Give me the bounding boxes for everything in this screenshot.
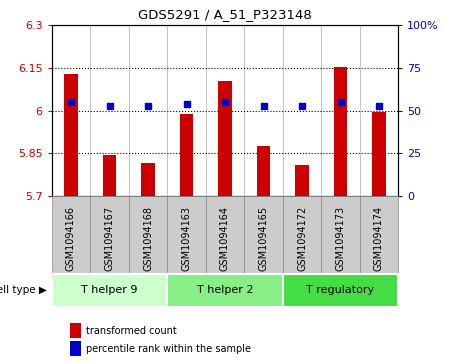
Bar — [52, 196, 90, 281]
Bar — [141, 163, 155, 196]
Title: GDS5291 / A_51_P323148: GDS5291 / A_51_P323148 — [138, 8, 312, 21]
Bar — [103, 155, 116, 196]
Text: GSM1094166: GSM1094166 — [66, 206, 76, 271]
Bar — [372, 112, 386, 196]
Bar — [283, 274, 398, 307]
Bar — [64, 74, 78, 196]
Bar — [321, 196, 360, 281]
Bar — [244, 196, 283, 281]
Bar — [129, 196, 167, 281]
Bar — [167, 274, 283, 307]
Bar — [52, 274, 167, 307]
Text: T regulatory: T regulatory — [306, 285, 374, 295]
Text: GSM1094165: GSM1094165 — [258, 206, 269, 271]
Text: GSM1094174: GSM1094174 — [374, 206, 384, 271]
Bar — [180, 114, 193, 196]
Text: GSM1094172: GSM1094172 — [297, 206, 307, 271]
Text: T helper 2: T helper 2 — [197, 285, 253, 295]
Bar — [167, 196, 206, 281]
Text: GSM1094163: GSM1094163 — [181, 206, 192, 271]
Bar — [295, 165, 309, 196]
Text: GSM1094168: GSM1094168 — [143, 206, 153, 271]
Text: T helper 9: T helper 9 — [81, 285, 138, 295]
Bar — [360, 196, 398, 281]
Text: GSM1094167: GSM1094167 — [104, 206, 114, 271]
Bar — [218, 81, 232, 196]
Text: cell type ▶: cell type ▶ — [0, 285, 47, 295]
Bar — [334, 67, 347, 196]
Text: transformed count: transformed count — [86, 326, 176, 336]
Bar — [283, 196, 321, 281]
Text: percentile rank within the sample: percentile rank within the sample — [86, 344, 251, 354]
Bar — [206, 196, 244, 281]
Bar — [257, 146, 270, 196]
Text: GSM1094164: GSM1094164 — [220, 206, 230, 271]
Text: GSM1094173: GSM1094173 — [336, 206, 346, 271]
Bar — [90, 196, 129, 281]
